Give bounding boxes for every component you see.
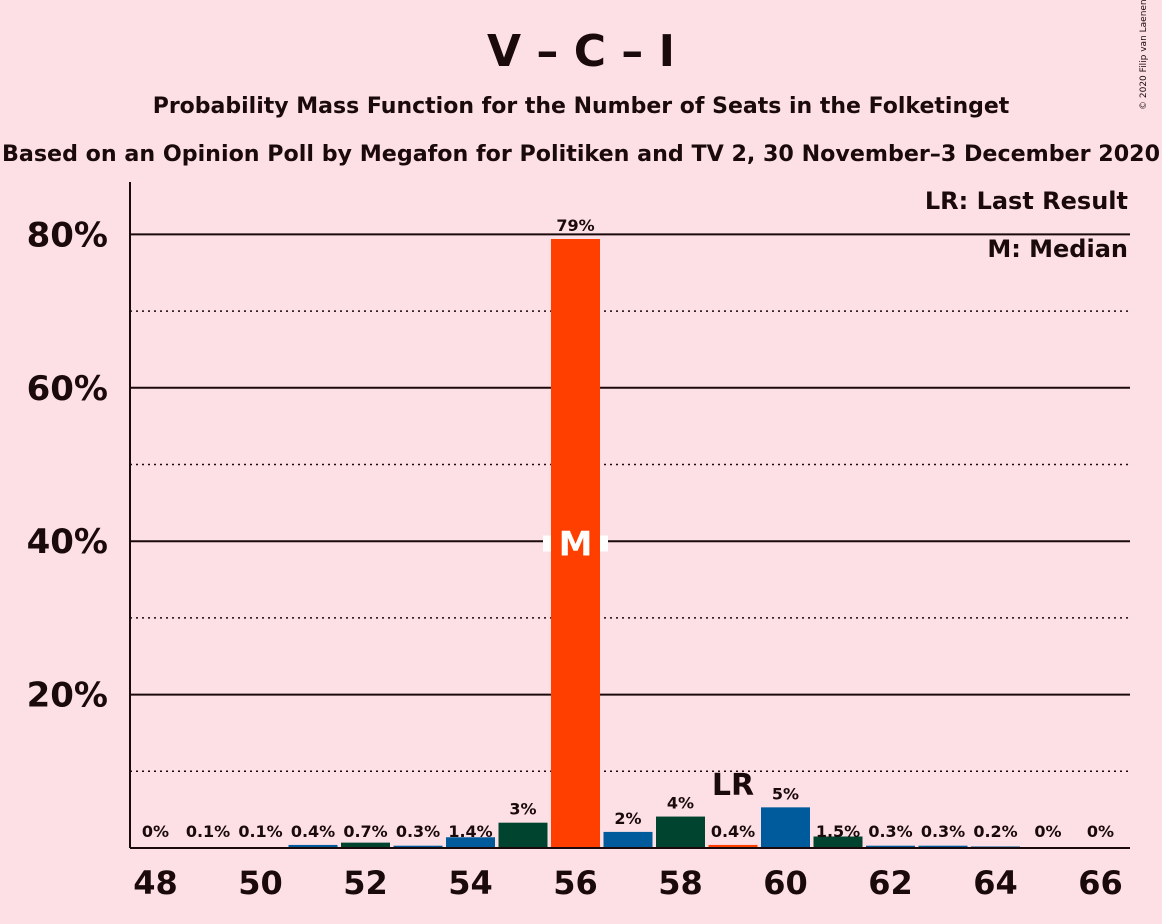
bar-seat-55 bbox=[498, 822, 548, 848]
chart-title: V – C – I bbox=[487, 26, 675, 77]
value-label-seat-62: 0.3% bbox=[868, 822, 912, 841]
value-label-seat-63: 0.3% bbox=[921, 822, 965, 841]
x-tick-label: 66 bbox=[1078, 864, 1123, 902]
value-label-seat-65: 0% bbox=[1034, 822, 1061, 841]
x-tick-label: 54 bbox=[448, 864, 493, 902]
legend-last-result: LR: Last Result bbox=[925, 187, 1128, 215]
last-result-marker: LR bbox=[712, 768, 754, 803]
value-label-seat-53: 0.3% bbox=[396, 822, 440, 841]
value-label-seat-54: 1.4% bbox=[448, 822, 492, 841]
value-label-seat-66: 0% bbox=[1087, 822, 1114, 841]
copyright-note: © 2020 Filip van Laenen bbox=[1139, 0, 1149, 110]
value-label-seat-59: 0.4% bbox=[711, 822, 755, 841]
y-tick-label: 40% bbox=[27, 522, 108, 562]
x-tick-label: 58 bbox=[658, 864, 703, 902]
value-label-seat-61: 1.5% bbox=[816, 822, 860, 841]
bar-seat-59 bbox=[708, 844, 758, 848]
grid-lines bbox=[130, 233, 1130, 773]
x-axis-ticks: 48 50 52 54 56 58 60 62 64 66 bbox=[133, 864, 1123, 902]
value-label-seat-57: 2% bbox=[614, 809, 641, 828]
legend-median: M: Median bbox=[987, 235, 1128, 263]
x-tick-label: 60 bbox=[763, 864, 808, 902]
value-label-seat-60: 5% bbox=[772, 784, 799, 803]
value-label-seat-50: 0.1% bbox=[238, 822, 282, 841]
bar-seat-51 bbox=[288, 844, 338, 848]
bar-seat-61 bbox=[813, 836, 863, 848]
value-label-seat-55: 3% bbox=[509, 800, 536, 819]
x-tick-label: 50 bbox=[238, 864, 283, 902]
value-label-seat-48: 0% bbox=[142, 822, 169, 841]
y-tick-label: 20% bbox=[27, 676, 108, 716]
y-axis-ticks: 20% 40% 60% 80% bbox=[27, 215, 108, 715]
x-tick-label: 48 bbox=[133, 864, 178, 902]
x-tick-label: 52 bbox=[343, 864, 388, 902]
y-tick-label: 80% bbox=[27, 215, 108, 255]
value-label-seat-64: 0.2% bbox=[973, 822, 1017, 841]
x-tick-label: 56 bbox=[553, 864, 598, 902]
bar-seat-52 bbox=[341, 842, 390, 848]
bar-seat-60 bbox=[761, 807, 810, 848]
value-label-seat-56: 79% bbox=[556, 216, 594, 235]
value-label-seat-52: 0.7% bbox=[343, 822, 387, 841]
x-tick-label: 62 bbox=[868, 864, 913, 902]
value-label-seat-51: 0.4% bbox=[291, 822, 335, 841]
chart-source: Based on an Opinion Poll by Megafon for … bbox=[2, 142, 1160, 167]
bar-seat-62 bbox=[866, 845, 915, 848]
bar-seat-53 bbox=[393, 845, 443, 848]
value-label-seat-49: 0.1% bbox=[186, 822, 230, 841]
value-labels: 0% 0.1% 0.1% 0.4% 0.7% 0.3% 1.4% 3% 79% M 2% 4% 0.4%… bbox=[142, 216, 1114, 841]
value-label-seat-58: 4% bbox=[667, 794, 694, 813]
y-tick-label: 60% bbox=[27, 369, 108, 409]
bar-seat-63 bbox=[918, 845, 968, 848]
bar-seat-54 bbox=[446, 837, 495, 848]
median-marker: M bbox=[559, 525, 593, 565]
median-bar-fill bbox=[551, 535, 600, 552]
x-tick-label: 64 bbox=[973, 864, 1018, 902]
bar-seat-58 bbox=[656, 816, 705, 848]
bar-seat-57 bbox=[603, 831, 653, 848]
chart-subtitle: Probability Mass Function for the Number… bbox=[153, 94, 1010, 119]
